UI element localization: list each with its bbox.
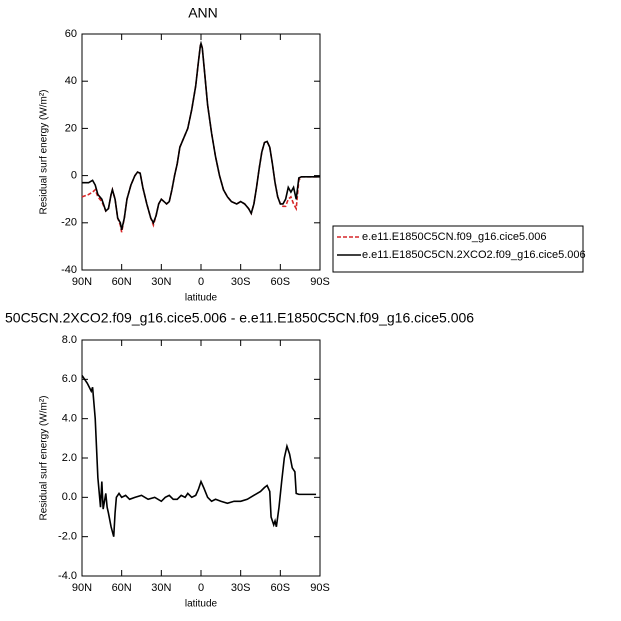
x-tick-label: 30S	[231, 276, 251, 288]
x-axis-title: latitude	[185, 599, 218, 610]
legend-label: e.e11.E1850C5CN.2XCO2.f09_g16.cice5.006	[362, 249, 586, 261]
y-tick-label: -20	[61, 217, 77, 229]
x-axis-title: latitude	[185, 293, 218, 304]
x-tick-label: 90N	[72, 276, 92, 288]
x-tick-label: 60N	[112, 582, 132, 594]
chart-title: ANN	[188, 5, 218, 21]
y-axis-title: Residual surf energy (W/m²)	[39, 89, 50, 214]
x-tick-label: 60S	[271, 582, 291, 594]
y-tick-label: 2.0	[62, 452, 77, 464]
series-line	[82, 40, 320, 231]
x-tick-label: 30N	[151, 582, 171, 594]
y-tick-label: 8.0	[62, 334, 77, 346]
legend-box	[332, 225, 584, 273]
y-tick-label: 4.0	[62, 413, 77, 425]
y-tick-label: 60	[65, 28, 77, 40]
x-tick-label: 60N	[112, 276, 132, 288]
y-tick-label: 40	[65, 75, 77, 87]
y-tick-label: 0	[71, 170, 77, 182]
x-tick-label: 0	[198, 582, 204, 594]
chart-title: 50C5CN.2XCO2.f09_g16.cice5.006 - e.e11.E…	[5, 310, 474, 326]
x-tick-label: 90N	[72, 582, 92, 594]
y-tick-label: 20	[65, 122, 77, 134]
x-tick-label: 60S	[271, 276, 291, 288]
plot-frame	[81, 33, 321, 271]
y-tick-label: -4.0	[58, 570, 77, 582]
y-axis-title: Residual surf energy (W/m²)	[39, 395, 50, 520]
x-tick-label: 90S	[310, 276, 330, 288]
y-tick-label: -2.0	[58, 531, 77, 543]
x-tick-label: 0	[198, 276, 204, 288]
legend-label: e.e11.E1850C5CN.f09_g16.cice5.006	[362, 231, 547, 243]
y-tick-label: -40	[61, 264, 77, 276]
x-tick-label: 30S	[231, 582, 251, 594]
x-tick-label: 90S	[310, 582, 330, 594]
series-line	[81, 374, 317, 537]
y-tick-label: 0.0	[62, 491, 77, 503]
y-tick-label: 6.0	[62, 373, 77, 385]
series-line	[81, 40, 320, 233]
x-tick-label: 30N	[151, 276, 171, 288]
